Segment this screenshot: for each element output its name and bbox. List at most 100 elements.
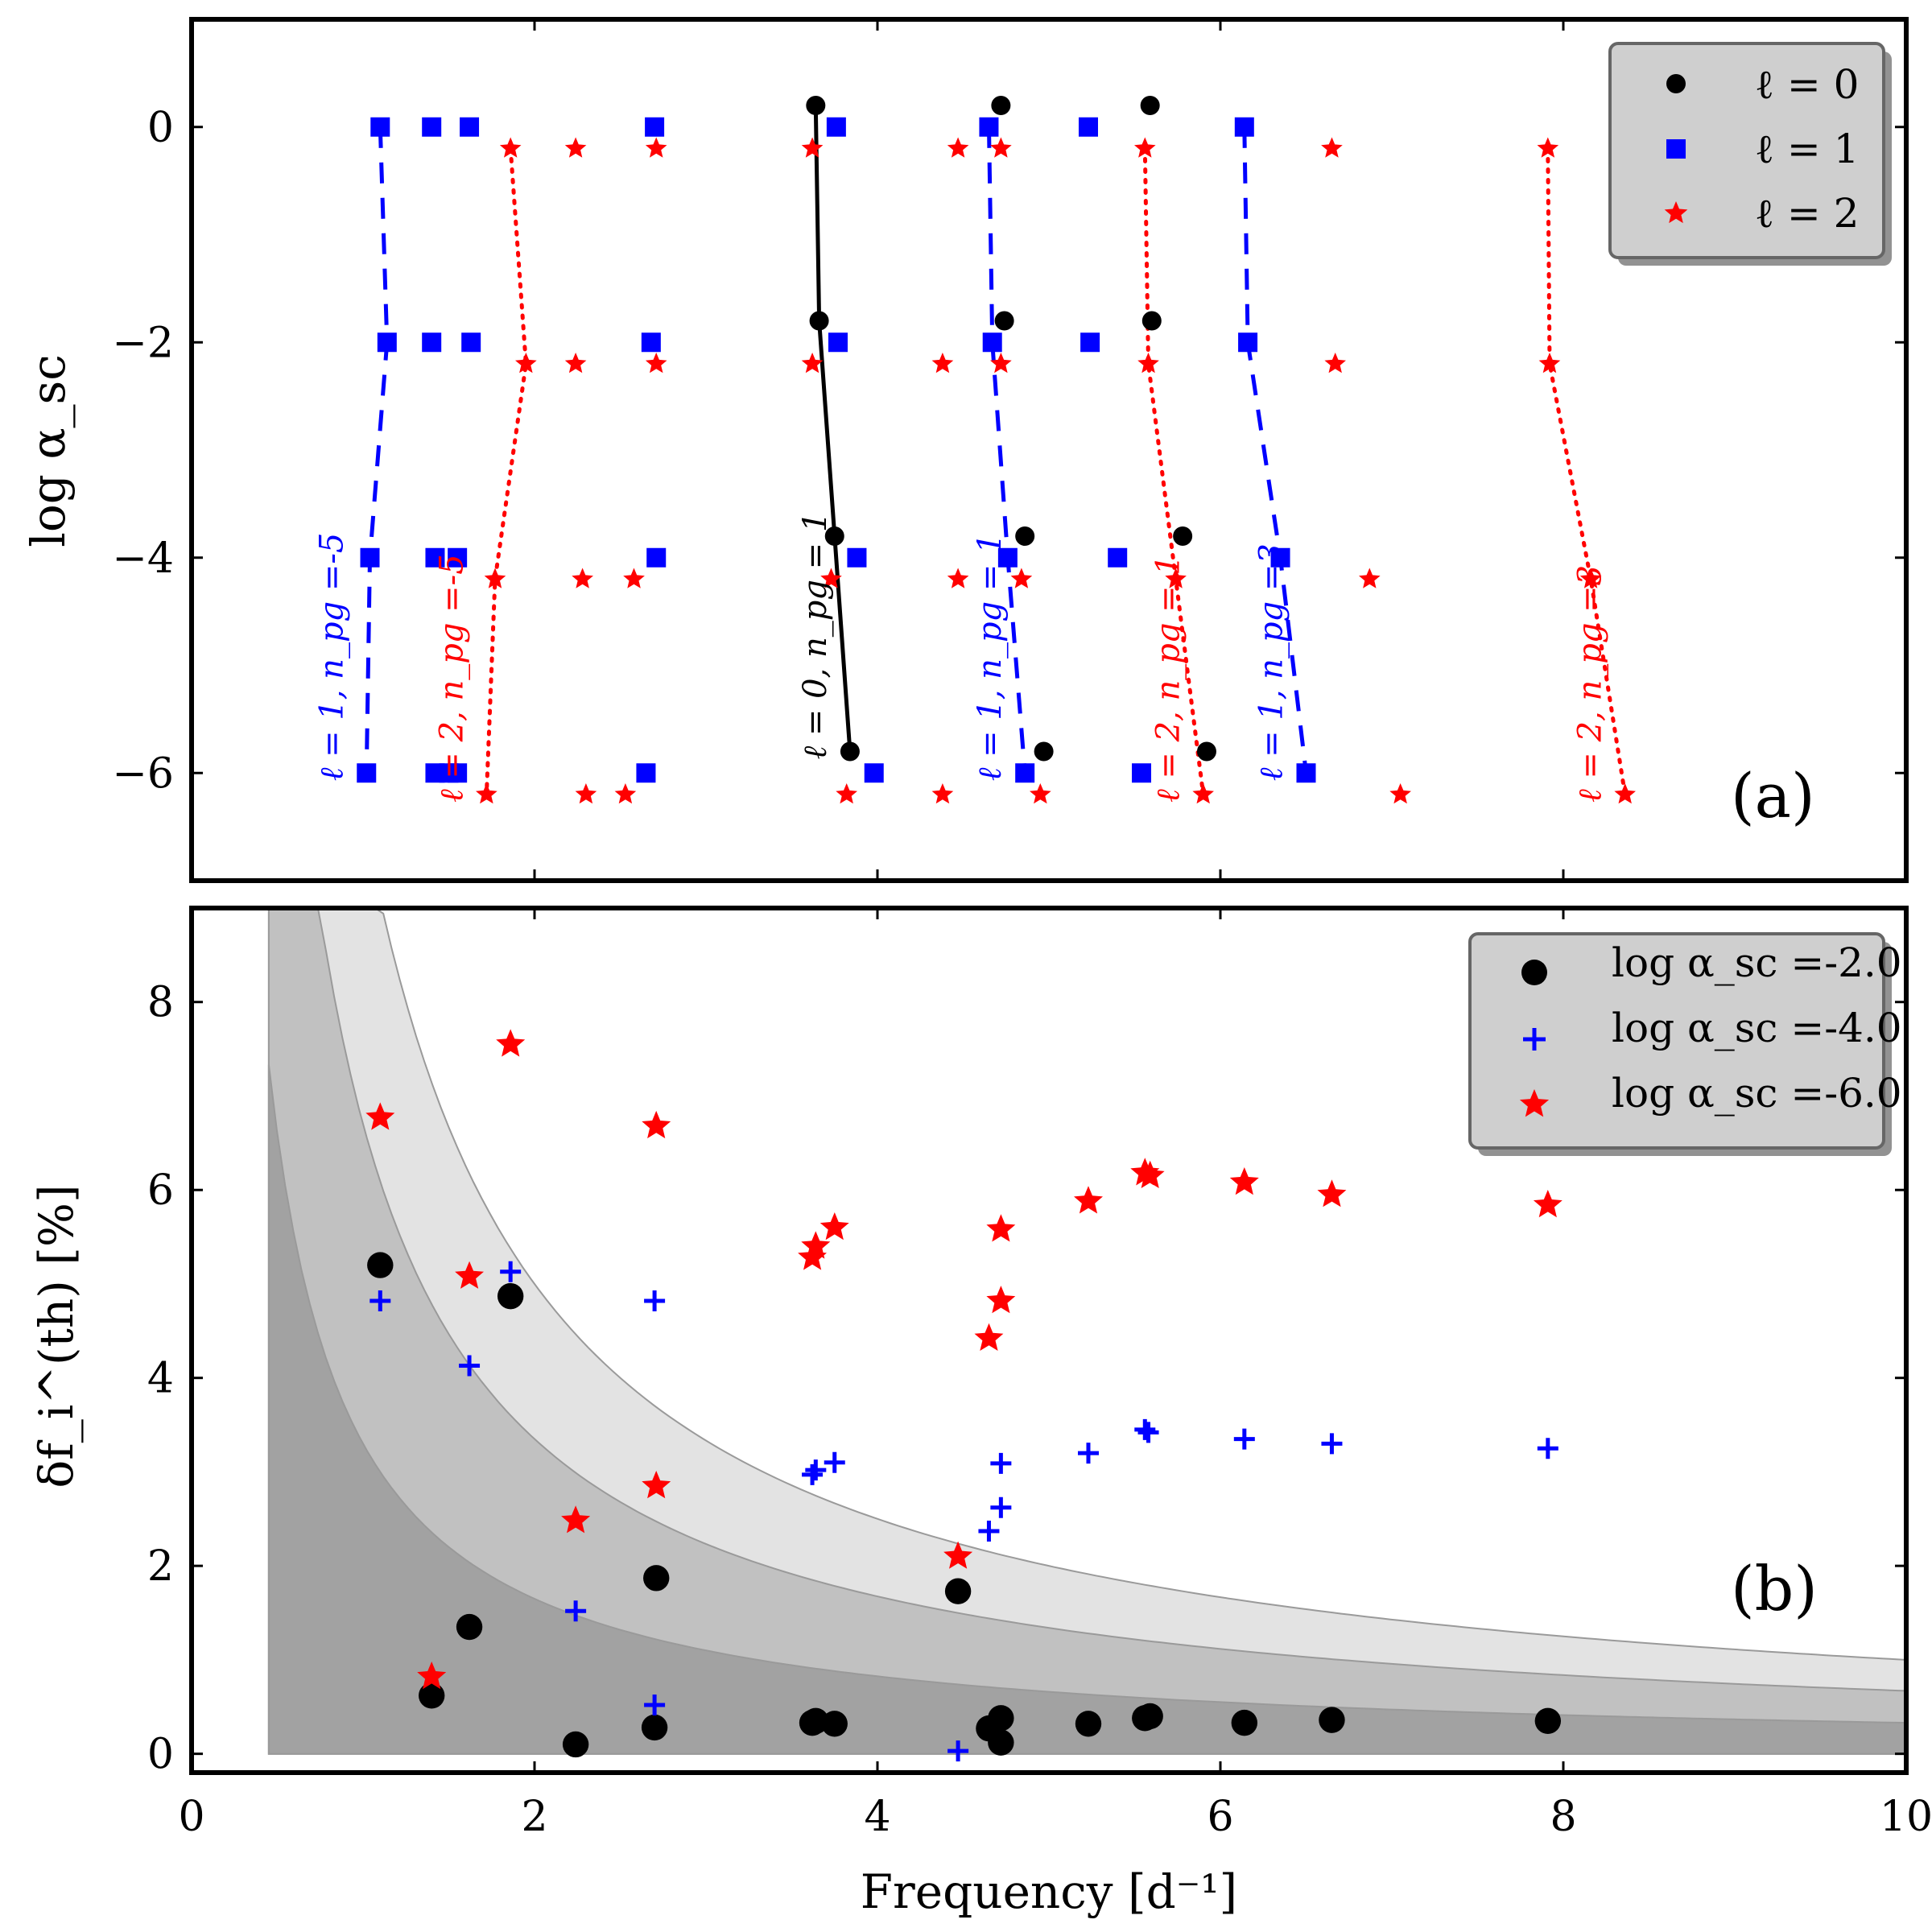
data-point: [497, 1282, 524, 1310]
data-point: [1015, 763, 1035, 783]
data-point: [1389, 783, 1411, 804]
data-point: [1533, 1190, 1563, 1218]
data-point: [1137, 353, 1159, 374]
panel-a-points: [357, 96, 1636, 804]
data-point: [1080, 332, 1100, 353]
data-point: [459, 1355, 481, 1377]
data-point: [947, 568, 969, 588]
track-label: ℓ = 1, n_pg = 1: [972, 533, 1009, 781]
panel-b-ylabel: δf_i^(th) [%]: [29, 1184, 84, 1488]
y-tick-label: 2: [147, 1542, 174, 1591]
data-point: [1137, 1422, 1159, 1443]
data-point: [1234, 117, 1254, 137]
data-point: [1137, 1703, 1163, 1730]
data-point: [1614, 783, 1636, 804]
data-point: [1321, 137, 1343, 158]
data-point: [422, 332, 442, 353]
data-point: [1321, 1433, 1343, 1455]
legend-a-label-l0: ℓ = 0: [1755, 61, 1859, 108]
panel-a-ticks: 0 −2 −4 −6: [112, 19, 1908, 881]
data-point: [1165, 568, 1187, 588]
data-point: [988, 1705, 1014, 1732]
data-point: [499, 137, 522, 158]
panel-b-points: [365, 1029, 1563, 1762]
track-label: ℓ = 2, n_pg =3: [1572, 565, 1609, 803]
panel-b: 0 2 4 6 8 10 0 2 4 6 8 (b) Frequency [d⁻¹] δf_i^(t…: [29, 906, 1932, 1919]
y-tick-label: 8: [147, 979, 174, 1027]
data-point: [1134, 1418, 1156, 1440]
data-point: [1077, 1443, 1099, 1464]
data-point: [1296, 763, 1316, 783]
data-point: [448, 547, 468, 568]
track-label: ℓ = 2, n_pg =-5: [433, 554, 470, 803]
data-point: [419, 1682, 445, 1709]
track-label: ℓ = 1, n_pg =-5: [313, 533, 350, 782]
legend-b-label-4: log α_sc =-4.0: [1612, 1005, 1902, 1051]
panel-b-legend: log α_sc =-2.0 log α_sc =-4.0 log α_sc =…: [1468, 932, 1902, 1156]
y-tick-label: −4: [112, 535, 174, 583]
panel-b-ticks: 0 2 4 6 8 10 0 2 4 6 8: [147, 908, 1932, 1841]
legend-a-marker-l2: [1664, 201, 1688, 224]
y-tick-label: 4: [147, 1355, 174, 1403]
data-point: [988, 1729, 1014, 1756]
data-point: [1537, 137, 1559, 158]
y-tick-label: 0: [147, 1731, 174, 1779]
data-point: [840, 741, 860, 762]
data-point: [369, 1290, 391, 1311]
data-point: [461, 332, 481, 353]
data-point: [931, 353, 954, 374]
data-point: [864, 763, 884, 783]
uncertainty-band: [267, 907, 1907, 1755]
data-point: [828, 332, 848, 353]
data-point: [979, 117, 999, 137]
data-point: [1134, 137, 1156, 158]
data-point: [1231, 1709, 1258, 1736]
data-point: [994, 311, 1014, 331]
track-line: [1242, 126, 1308, 774]
track-line: [813, 105, 852, 752]
data-point: [820, 568, 842, 588]
data-point: [572, 568, 593, 588]
data-point: [561, 1505, 591, 1534]
legend-b-marker-2: [1521, 960, 1547, 985]
track-label: ℓ = 0, n_pg = 1: [797, 512, 834, 760]
data-point: [1173, 526, 1193, 546]
data-point: [642, 1471, 671, 1499]
panel-a-tracks: [364, 105, 1628, 797]
legend-b-marker-6: [1519, 1089, 1550, 1117]
data-point: [990, 1496, 1012, 1518]
panel-a-legend: ℓ = 0 ℓ = 1 ℓ = 2: [1608, 42, 1892, 266]
data-point: [641, 332, 661, 353]
data-point: [1324, 353, 1346, 374]
data-point: [641, 1714, 668, 1741]
data-point: [1010, 568, 1033, 588]
data-point: [847, 547, 867, 568]
panel-a-track-labels: ℓ = 0, n_pg = 1 ℓ = 1, n_pg =-5 ℓ = 1, n_p…: [313, 512, 1608, 803]
x-tick-label: 4: [864, 1793, 890, 1841]
data-point: [623, 568, 645, 588]
x-tick-label: 8: [1550, 1793, 1576, 1841]
data-point: [1317, 1179, 1347, 1208]
data-point: [1132, 763, 1152, 783]
data-point: [990, 1452, 1012, 1474]
data-point: [422, 117, 442, 137]
data-point: [997, 547, 1018, 568]
data-point: [978, 1520, 1000, 1542]
data-point: [801, 137, 824, 158]
data-point: [1196, 741, 1216, 762]
y-tick-label: −2: [112, 319, 174, 367]
legend-b-marker-4: [1523, 1028, 1546, 1051]
track-line: [484, 147, 528, 797]
data-point: [991, 96, 1011, 115]
data-point: [1537, 1438, 1558, 1459]
data-point: [982, 332, 1002, 353]
track-label: ℓ = 1, n_pg =3: [1253, 543, 1290, 781]
track-line: [364, 126, 390, 774]
data-point: [824, 1451, 845, 1473]
data-point: [644, 1694, 666, 1715]
data-point: [564, 137, 587, 158]
data-point: [1229, 1167, 1259, 1195]
data-point: [455, 1261, 484, 1289]
data-point: [1030, 783, 1051, 804]
